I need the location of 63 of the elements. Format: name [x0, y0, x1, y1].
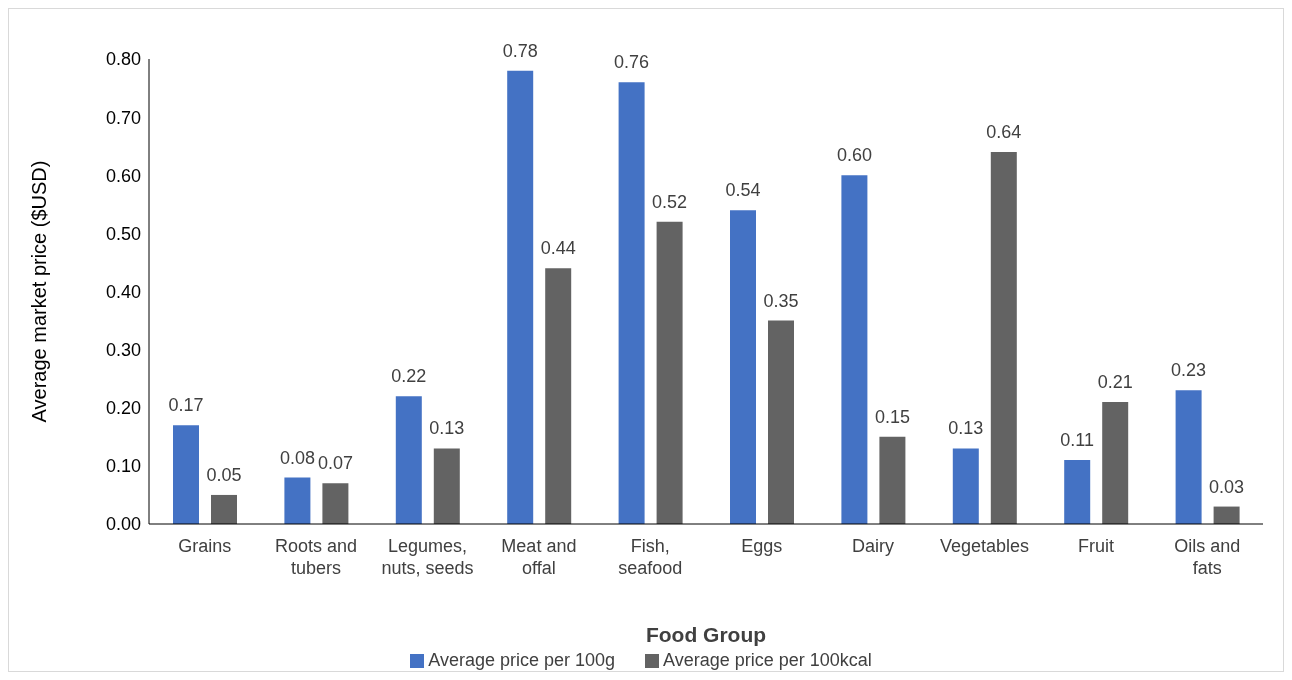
y-tick-label: 0.30	[105, 340, 141, 361]
y-tick-label: 0.50	[105, 223, 141, 244]
bar	[990, 152, 1017, 524]
x-tick-label: Vegetables	[939, 536, 1030, 556]
x-tick-label: Fish, seafood	[618, 536, 683, 578]
data-label: 0.05	[206, 464, 242, 485]
data-label: 0.08	[279, 447, 315, 468]
bar	[322, 483, 349, 524]
x-tick-label: Oils and fats	[1174, 536, 1241, 578]
x-tick-label: Eggs	[741, 536, 783, 556]
bar	[656, 221, 683, 524]
bar	[284, 477, 311, 524]
bar	[879, 436, 906, 524]
x-tick-label: Roots and tubers	[275, 536, 358, 578]
data-label: 0.60	[836, 145, 872, 166]
data-label: 0.64	[986, 122, 1022, 142]
data-label: 0.44	[540, 238, 576, 259]
bar	[211, 494, 237, 524]
y-tick-label: 0.00	[105, 514, 141, 535]
y-axis-title: Average market price ($USD)	[28, 160, 51, 423]
data-label: 0.07	[317, 453, 353, 474]
y-tick-label: 0.20	[105, 398, 141, 419]
bar	[395, 396, 422, 524]
y-tick-label: 0.40	[105, 281, 141, 302]
data-label: 0.78	[502, 40, 538, 61]
bar	[1064, 460, 1091, 524]
data-label: 0.35	[763, 290, 799, 311]
data-label: 0.13	[429, 418, 465, 439]
data-label: 0.21	[1097, 371, 1133, 392]
data-label: 0.17	[168, 395, 204, 416]
data-label: 0.15	[874, 406, 910, 427]
data-label: 0.54	[725, 180, 761, 201]
data-label: 0.03	[1209, 476, 1245, 497]
bar	[952, 448, 979, 524]
x-axis-title: Food Group	[645, 623, 767, 646]
x-tick-label: Dairy	[852, 536, 895, 556]
data-label: 0.52	[652, 191, 688, 212]
y-tick-label: 0.60	[105, 165, 141, 186]
bar	[618, 82, 645, 524]
data-label: 0.13	[948, 418, 984, 439]
data-label: 0.23	[1171, 360, 1207, 381]
bar	[545, 268, 572, 524]
bar	[841, 175, 868, 524]
x-tick-label: Meat and offal	[501, 536, 577, 578]
bar	[1102, 401, 1129, 524]
bar	[507, 70, 534, 524]
y-tick-label: 0.70	[105, 107, 141, 128]
bar	[730, 210, 756, 524]
x-tick-label: Grains	[178, 536, 232, 556]
x-tick-label: Legumes, nuts, seeds	[381, 536, 474, 578]
y-tick-label: 0.10	[105, 456, 141, 477]
bar	[768, 320, 794, 524]
data-label: 0.11	[1060, 430, 1095, 451]
legend-label: Average price per 100kcal	[663, 650, 872, 670]
data-label: 0.22	[391, 366, 427, 387]
bar	[1175, 390, 1202, 524]
bar	[433, 448, 460, 524]
data-label: 0.76	[614, 52, 650, 73]
x-tick-label: Fruit	[1077, 536, 1114, 556]
bar	[1213, 506, 1240, 524]
y-tick-label: 0.80	[105, 49, 141, 70]
legend-label: Average price per 100g	[428, 650, 615, 670]
bar	[173, 425, 199, 524]
